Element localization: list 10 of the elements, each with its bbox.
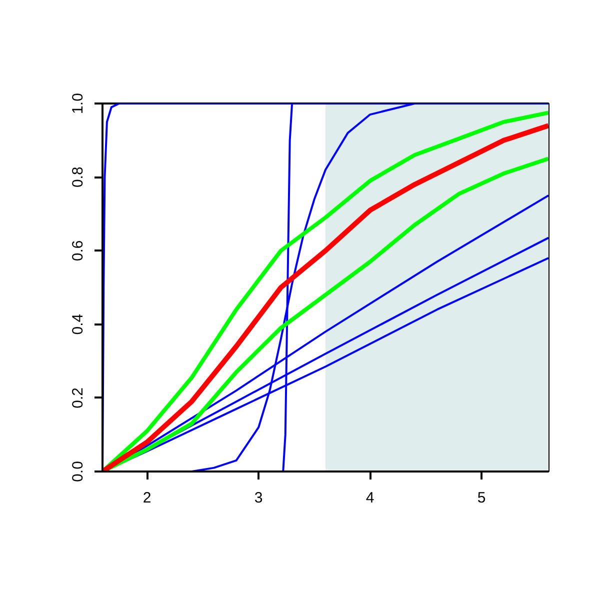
x-tick-label: 5 [477,490,486,506]
x-tick-label: 3 [254,490,263,506]
y-tick-label: 1.0 [70,93,86,114]
x-tick-label: 2 [142,490,152,506]
y-tick-label: 0.4 [70,314,86,335]
x-tick-label: 4 [366,490,374,506]
y-tick-label: 0.2 [70,387,86,408]
y-tick-label: 0.6 [70,240,86,262]
y-tick-label: 0.8 [70,166,86,188]
y-tick-label: 0.0 [70,461,86,482]
